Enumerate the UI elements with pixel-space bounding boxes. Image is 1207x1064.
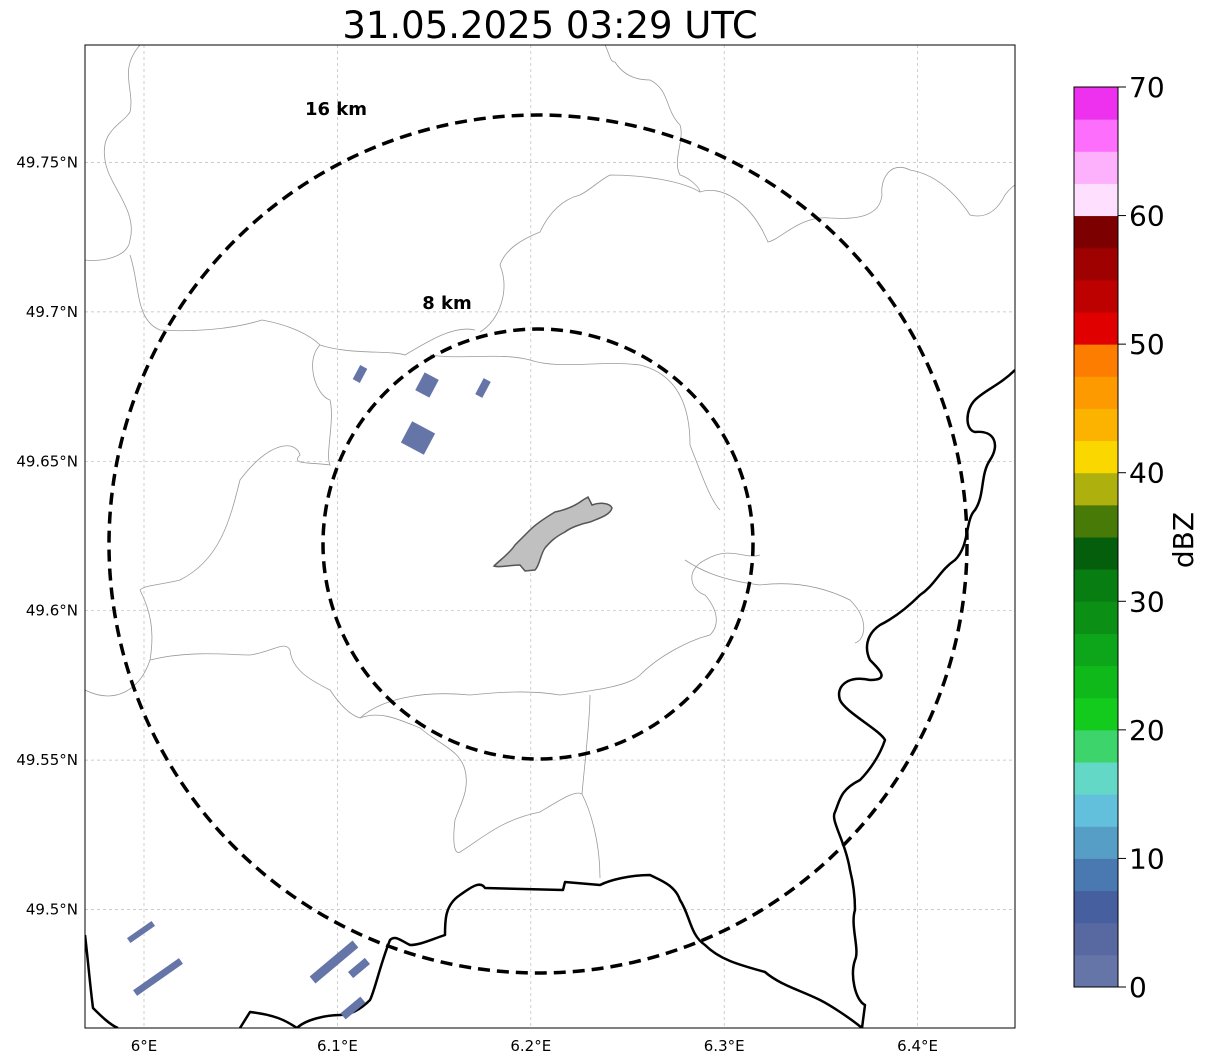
lon-tick-label: 6.2°E <box>510 1037 551 1055</box>
colorbar-segment <box>1074 697 1118 731</box>
lat-tick-label: 49.55°N <box>16 751 78 769</box>
colorbar-segment <box>1074 762 1118 795</box>
colorbar-segment <box>1074 537 1118 570</box>
map-frame <box>84 44 1016 1029</box>
municipal-boundaries <box>85 45 1015 879</box>
colorbar-segment <box>1074 601 1118 634</box>
latitude-labels: 49.75°N 49.7°N 49.65°N 49.6°N 49.55°N 49.5°N <box>16 154 78 919</box>
colorbar-segment <box>1074 312 1118 345</box>
colorbar-segment <box>1074 794 1118 827</box>
colorbar-segment <box>1074 376 1118 409</box>
longitude-labels: 6°E 6.1°E 6.2°E 6.3°E 6.4°E <box>131 1037 938 1055</box>
colorbar-segment <box>1074 119 1118 152</box>
range-rings <box>107 113 969 975</box>
colorbar-segment <box>1074 890 1118 924</box>
colorbar-label: dBZ <box>1167 512 1200 568</box>
lon-tick-label: 6.1°E <box>317 1037 358 1055</box>
city-area <box>492 495 613 572</box>
colorbar-segment <box>1074 472 1118 506</box>
range-ring-label-8km: 8 km <box>422 293 472 314</box>
range-ring-label-16km: 16 km <box>305 99 367 120</box>
range-ring-8km <box>321 327 755 761</box>
colorbar-segment <box>1074 440 1118 474</box>
colorbar-tick-label: 50 <box>1129 328 1165 361</box>
country-borders <box>85 369 1015 1028</box>
colorbar-tick-label: 30 <box>1129 585 1165 618</box>
colorbar-segment <box>1074 215 1118 249</box>
map-title: 31.05.2025 03:29 UTC <box>342 4 758 47</box>
colorbar-tick-label: 20 <box>1129 714 1165 747</box>
colorbar-tick-label: 0 <box>1129 971 1147 1004</box>
colorbar-tick-label: 10 <box>1129 842 1165 875</box>
colorbar-segment <box>1074 247 1118 281</box>
colorbar-segment <box>1074 87 1118 120</box>
range-ring-16km <box>107 113 969 975</box>
colorbar-segment <box>1074 408 1118 442</box>
colorbar-segment <box>1074 504 1118 538</box>
colorbar-segment <box>1074 665 1118 699</box>
lon-tick-label: 6.4°E <box>897 1037 938 1055</box>
colorbar-segment <box>1074 922 1118 956</box>
colorbar-segment <box>1074 954 1118 988</box>
radar-echoes <box>126 365 491 1020</box>
colorbar-segment <box>1074 826 1118 859</box>
colorbar-tick-label: 70 <box>1129 71 1165 104</box>
colorbar: 0 10 20 30 40 50 60 70 <box>1073 71 1165 1004</box>
colorbar-segment <box>1074 729 1118 763</box>
colorbar-segment <box>1074 569 1118 602</box>
lat-tick-label: 49.5°N <box>26 901 78 919</box>
lat-tick-label: 49.75°N <box>16 154 78 172</box>
lon-tick-label: 6°E <box>131 1037 158 1055</box>
colorbar-segment <box>1074 183 1118 217</box>
colorbar-segment <box>1074 633 1118 667</box>
colorbar-tick-label: 60 <box>1129 200 1165 233</box>
lat-tick-label: 49.65°N <box>16 452 78 470</box>
lon-tick-label: 6.3°E <box>704 1037 745 1055</box>
colorbar-frame <box>1073 86 1119 988</box>
colorbar-segment <box>1074 279 1118 313</box>
colorbar-segment <box>1074 858 1118 892</box>
colorbar-segment <box>1074 344 1118 377</box>
colorbar-tick-label: 40 <box>1129 457 1165 490</box>
lat-tick-label: 49.7°N <box>26 303 78 321</box>
colorbar-segment <box>1074 151 1118 184</box>
lat-tick-label: 49.6°N <box>26 602 78 620</box>
